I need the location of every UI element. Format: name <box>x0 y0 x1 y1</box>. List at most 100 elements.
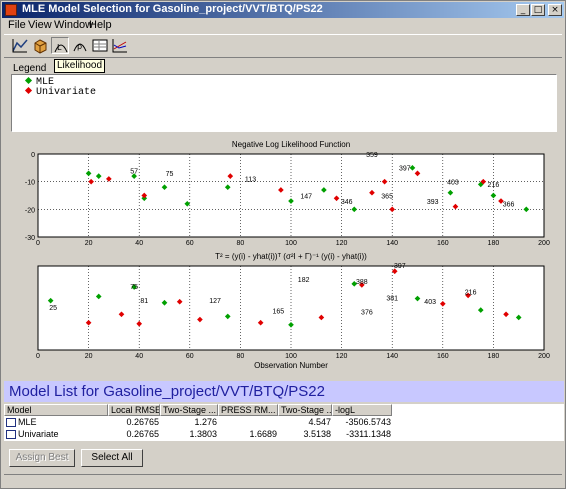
data-point-mle <box>288 198 294 204</box>
x-tick-label: 60 <box>186 240 194 247</box>
point-annotation: 75 <box>130 284 138 291</box>
neg-log-l: -3506.5743 <box>345 417 391 427</box>
point-annotation: 359 <box>366 152 378 159</box>
model-name: Univariate <box>18 429 59 439</box>
data-point-mle <box>161 299 168 306</box>
close-button[interactable]: × <box>548 4 562 16</box>
svg-text:p: p <box>77 42 82 51</box>
x-tick-label: 80 <box>237 353 245 360</box>
two-stage-value: 3.5138 <box>303 429 331 439</box>
point-annotation: 397 <box>399 166 411 173</box>
mle-row-icon <box>6 418 16 427</box>
tooltip: Likelihood <box>54 59 106 73</box>
y-tick-label: -30 <box>25 235 35 242</box>
maximize-button[interactable]: □ <box>531 4 545 16</box>
data-point-univariate <box>257 319 264 326</box>
data-point-univariate <box>85 319 92 326</box>
x-tick-label: 180 <box>488 240 500 247</box>
data-point-univariate <box>176 298 183 305</box>
point-annotation: 216 <box>488 182 500 189</box>
data-point-univariate <box>318 314 325 321</box>
minimize-button[interactable]: _ <box>516 4 530 16</box>
table-row[interactable]: Univariate 0.26765 1.3803 1.6689 3.5138 … <box>4 429 392 440</box>
data-point-univariate <box>498 198 504 204</box>
data-point-univariate <box>465 292 471 299</box>
data-point-mle <box>414 295 421 302</box>
svg-text:L: L <box>57 43 62 52</box>
plot-title: T² = (y(i) - yhat(i))ᵀ (σ²I + Γ)⁻¹ (y(i)… <box>215 252 367 261</box>
scatter-icon[interactable] <box>111 37 129 54</box>
point-annotation: 346 <box>341 199 353 206</box>
point-annotation: 81 <box>140 298 148 305</box>
column-header-local-rmse[interactable]: Local RMSE <box>108 404 160 416</box>
menu-view[interactable]: View <box>28 19 52 31</box>
data-point-univariate <box>118 311 125 318</box>
column-header-two-stage-2[interactable]: Two-Stage ... <box>278 404 332 416</box>
data-point-univariate <box>106 176 112 182</box>
legend-univariate-marker <box>24 86 33 95</box>
menu-window[interactable]: Window <box>54 19 94 31</box>
two-stage-value: 4.547 <box>308 417 331 427</box>
point-annotation: 388 <box>356 279 368 286</box>
point-annotation: 376 <box>361 309 373 316</box>
column-header-two-stage-1[interactable]: Two-Stage ... <box>160 404 218 416</box>
point-annotation: 57 <box>130 168 138 175</box>
probability-icon[interactable]: p <box>71 37 89 54</box>
x-tick-label: 80 <box>237 240 245 247</box>
point-annotation: 397 <box>394 263 406 270</box>
point-annotation: 403 <box>424 299 436 306</box>
y-tick-label: -20 <box>25 207 35 214</box>
x-tick-label: 160 <box>437 353 449 360</box>
assign-best-button[interactable]: Assign Best <box>9 449 75 467</box>
data-point-univariate <box>278 187 284 193</box>
point-annotation: 403 <box>447 179 459 186</box>
data-point-mle <box>351 281 358 287</box>
data-point-mle <box>184 200 191 207</box>
menu-help[interactable]: Help <box>89 19 112 31</box>
point-annotation: 147 <box>300 193 312 200</box>
press-rmse: 1.6689 <box>249 429 277 439</box>
menu-bar: File View Window Help <box>2 18 564 33</box>
x-tick-label: 200 <box>538 353 550 360</box>
x-tick-label: 120 <box>336 240 348 247</box>
x-tick-label: 140 <box>386 240 398 247</box>
window-title: MLE Model Selection for Gasoline_project… <box>22 3 323 15</box>
model-name: MLE <box>18 417 37 427</box>
x-tick-label: 20 <box>85 353 93 360</box>
x-tick-label: 100 <box>285 240 297 247</box>
point-annotation: 393 <box>427 199 439 206</box>
menu-file[interactable]: File <box>8 19 26 31</box>
plot-icon[interactable] <box>11 37 29 54</box>
x-axis-label: Observation Number <box>254 361 328 370</box>
point-annotation: 182 <box>298 277 310 284</box>
matlab-app-icon <box>5 4 17 16</box>
data-point-mle <box>224 313 231 320</box>
local-rmse: 0.26765 <box>126 429 159 439</box>
table-icon[interactable] <box>91 37 109 54</box>
data-point-univariate <box>359 282 365 288</box>
likelihood-icon[interactable]: L <box>51 37 69 54</box>
data-point-mle <box>477 307 484 313</box>
toolbar: L p <box>4 34 562 58</box>
data-point-mle <box>288 321 294 328</box>
legend-mle-label: MLE <box>36 77 55 88</box>
column-header-neg-log-l[interactable]: -logL <box>332 404 392 416</box>
x-tick-label: 200 <box>538 240 550 247</box>
data-point-univariate <box>452 203 459 210</box>
select-all-button[interactable]: Select All <box>81 449 143 467</box>
y-tick-label: 0 <box>31 152 35 159</box>
status-bar <box>4 474 562 487</box>
x-tick-label: 0 <box>36 353 40 360</box>
legend-item-mle: MLE <box>24 76 55 88</box>
title-bar: MLE Model Selection for Gasoline_project… <box>2 2 564 18</box>
column-header-model[interactable]: Model <box>4 404 108 416</box>
point-annotation: 75 <box>166 171 174 178</box>
cube-icon[interactable] <box>31 37 49 54</box>
point-annotation: 165 <box>273 308 285 315</box>
y-tick-label: -10 <box>25 180 35 187</box>
table-row[interactable]: MLE 0.26765 1.276 4.547 -3506.5743 <box>4 417 392 428</box>
data-point-univariate <box>136 320 143 327</box>
two-stage-rmse: 1.276 <box>194 417 217 427</box>
column-header-press-rmse[interactable]: PRESS RM... <box>218 404 278 416</box>
x-tick-label: 160 <box>437 240 449 247</box>
